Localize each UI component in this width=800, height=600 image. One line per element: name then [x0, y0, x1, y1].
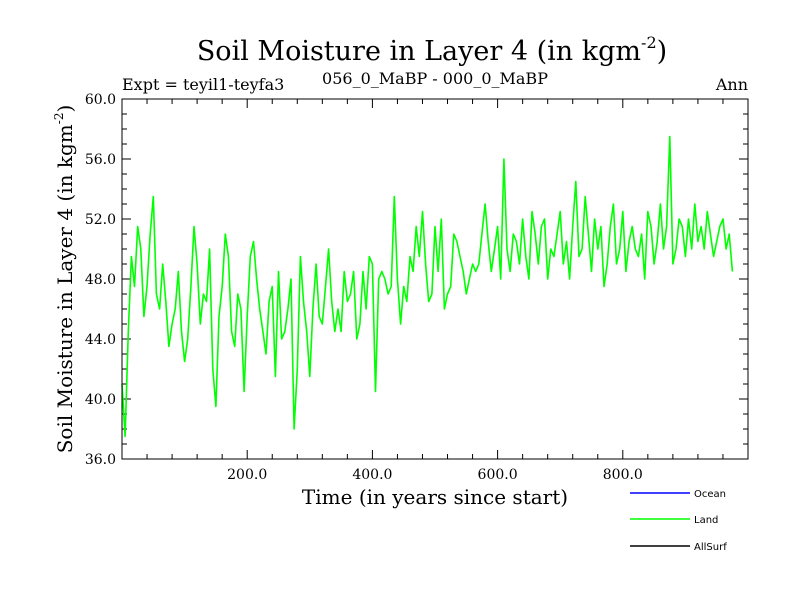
- y-tick-label: 40.0: [85, 392, 116, 408]
- y-tick-label: 36.0: [85, 452, 116, 468]
- x-tick-label: 600.0: [478, 467, 518, 483]
- x-tick-label: 400.0: [352, 467, 392, 483]
- chart-title-superscript: -2: [641, 33, 657, 52]
- y-tick-label: 44.0: [85, 332, 116, 348]
- y-axis-label: Soil Moisture in Layer 4 (in kgm-2): [52, 105, 77, 454]
- legend-label-ocean: Ocean: [694, 489, 726, 500]
- y-tick-label: 52.0: [85, 212, 116, 228]
- plot-frame: [121, 98, 749, 460]
- tick-labels: 36.0 40.0 44.0 48.0 52.0 56.0 60.0 200.0 400.0 60…: [85, 92, 643, 483]
- y-tick-label: 60.0: [85, 92, 116, 108]
- axis-ticks: [121, 98, 749, 460]
- legend-label-allsurf: AllSurf: [694, 542, 727, 553]
- x-tick-label: 200.0: [227, 467, 267, 483]
- legend: Ocean Land AllSurf: [630, 489, 727, 553]
- chart-title: Soil Moisture in Layer 4 (in kgm-2): [197, 33, 667, 67]
- plot-area: [121, 135, 734, 438]
- y-tick-label: 48.0: [85, 272, 116, 288]
- y-axis-label-superscript: -2: [52, 113, 66, 125]
- legend-label-land: Land: [694, 515, 718, 526]
- x-tick-label: 800.0: [603, 467, 643, 483]
- y-tick-label: 56.0: [85, 152, 116, 168]
- series-line-land: [121, 135, 734, 438]
- x-axis-label: Time (in years since start): [302, 485, 568, 509]
- subtitle-right: Ann: [715, 75, 748, 94]
- subtitle-center: 056_0_MaBP - 000_0_MaBP: [322, 69, 548, 88]
- subtitle-left: Expt = teyil1-teyfa3: [122, 75, 284, 94]
